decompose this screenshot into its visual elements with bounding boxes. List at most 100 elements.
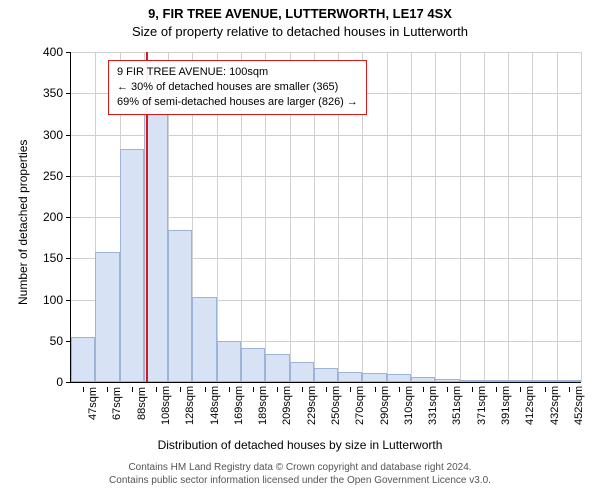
bar (484, 380, 508, 382)
bar (168, 230, 192, 382)
annotation-line: 9 FIR TREE AVENUE: 100sqm (117, 65, 358, 80)
y-tick-mark (66, 52, 71, 53)
footer-line: Contains HM Land Registry data © Crown c… (0, 462, 600, 475)
annotation-line: 69% of semi-detached houses are larger (… (117, 95, 358, 110)
bar (508, 380, 532, 382)
bar (217, 341, 241, 382)
x-tick-label: 189sqm (257, 386, 269, 425)
y-tick-label: 400 (43, 45, 63, 59)
y-axis-label: Number of detached properties (16, 140, 30, 305)
x-tick-label: 229sqm (306, 386, 318, 425)
bar (411, 377, 435, 382)
grid-line-v (557, 52, 558, 382)
x-tick-label: 391sqm (500, 386, 512, 425)
x-tick-mark (569, 387, 570, 392)
y-tick-label: 350 (43, 86, 63, 100)
bar (557, 380, 581, 382)
bar (71, 337, 95, 382)
y-tick-label: 150 (43, 251, 63, 265)
x-tick-mark (156, 387, 157, 392)
x-tick-label: 432sqm (549, 386, 561, 425)
y-tick-mark (66, 217, 71, 218)
grid-line-v (532, 52, 533, 382)
grid-line-v (411, 52, 412, 382)
chart-title: 9, FIR TREE AVENUE, LUTTERWORTH, LE17 4S… (0, 6, 600, 21)
bar (387, 374, 411, 382)
x-tick-mark (399, 387, 400, 392)
grid-line-v (460, 52, 461, 382)
bar (120, 149, 144, 382)
x-tick-mark (83, 387, 84, 392)
grid-line-v (484, 52, 485, 382)
x-tick-label: 310sqm (403, 386, 415, 425)
bar (192, 297, 216, 382)
footer-text: Contains HM Land Registry data © Crown c… (0, 462, 600, 487)
x-tick-mark (350, 387, 351, 392)
x-axis-label: Distribution of detached houses by size … (0, 438, 600, 452)
x-tick-label: 108sqm (160, 386, 172, 425)
x-tick-mark (472, 387, 473, 392)
x-tick-mark (375, 387, 376, 392)
y-tick-mark (66, 382, 71, 383)
x-tick-label: 331sqm (427, 386, 439, 425)
annotation-box: 9 FIR TREE AVENUE: 100sqm← 30% of detach… (108, 60, 367, 115)
bar (290, 362, 314, 382)
x-tick-mark (180, 387, 181, 392)
chart-root: 9, FIR TREE AVENUE, LUTTERWORTH, LE17 4S… (0, 0, 600, 500)
x-tick-label: 67sqm (111, 386, 123, 419)
y-tick-mark (66, 93, 71, 94)
grid-line-v (581, 52, 582, 382)
x-tick-mark (277, 387, 278, 392)
x-tick-mark (107, 387, 108, 392)
y-tick-mark (66, 135, 71, 136)
x-tick-mark (545, 387, 546, 392)
x-tick-label: 452sqm (573, 386, 585, 425)
bar (435, 379, 459, 382)
grid-line-v (435, 52, 436, 382)
x-tick-label: 128sqm (184, 386, 196, 425)
y-tick-mark (66, 300, 71, 301)
y-tick-label: 50 (50, 334, 63, 348)
y-tick-label: 250 (43, 169, 63, 183)
bar (362, 373, 386, 382)
x-tick-label: 88sqm (136, 386, 148, 419)
grid-line-v (508, 52, 509, 382)
x-tick-label: 351sqm (451, 386, 463, 425)
bar (314, 368, 338, 382)
bar (338, 372, 362, 382)
grid-line-v (387, 52, 388, 382)
bar (532, 380, 556, 382)
x-tick-mark (447, 387, 448, 392)
annotation-line: ← 30% of detached houses are smaller (36… (117, 80, 358, 95)
y-tick-label: 0 (56, 375, 63, 389)
x-tick-label: 412sqm (524, 386, 536, 425)
y-tick-label: 300 (43, 128, 63, 142)
y-tick-mark (66, 258, 71, 259)
x-tick-mark (229, 387, 230, 392)
x-tick-label: 47sqm (87, 386, 99, 419)
footer-line: Contains public sector information licen… (0, 475, 600, 488)
bar (460, 380, 484, 382)
x-tick-label: 169sqm (233, 386, 245, 425)
bar (265, 354, 289, 382)
x-tick-label: 371sqm (476, 386, 488, 425)
chart-subtitle: Size of property relative to detached ho… (0, 24, 600, 39)
x-tick-mark (326, 387, 327, 392)
x-tick-label: 148sqm (209, 386, 221, 425)
x-tick-mark (423, 387, 424, 392)
x-tick-mark (520, 387, 521, 392)
y-tick-label: 200 (43, 210, 63, 224)
bar (95, 252, 119, 382)
x-tick-mark (496, 387, 497, 392)
x-tick-label: 270sqm (354, 386, 366, 425)
x-tick-mark (302, 387, 303, 392)
y-tick-mark (66, 176, 71, 177)
x-tick-mark (253, 387, 254, 392)
bar (241, 348, 265, 382)
x-tick-label: 209sqm (281, 386, 293, 425)
x-tick-label: 290sqm (379, 386, 391, 425)
x-tick-mark (205, 387, 206, 392)
y-tick-label: 100 (43, 293, 63, 307)
x-tick-mark (132, 387, 133, 392)
x-tick-label: 250sqm (330, 386, 342, 425)
